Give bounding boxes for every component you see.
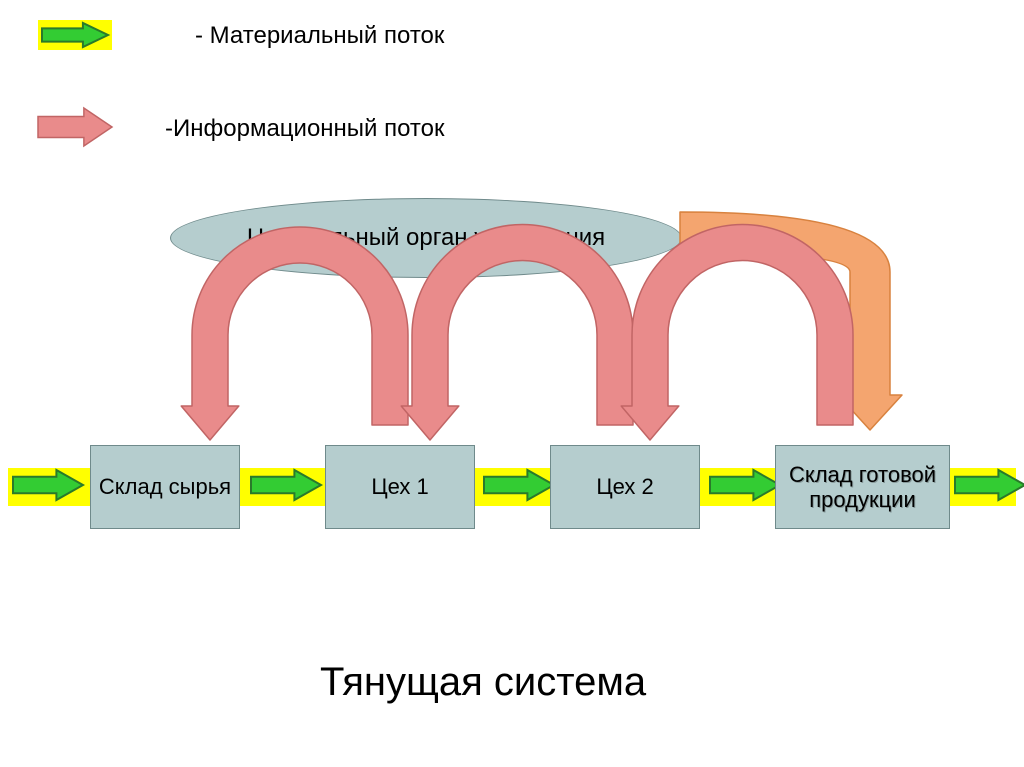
info-flow-curve-arrow-icon — [0, 0, 1024, 767]
legend-info-label: -Информационный поток — [165, 115, 445, 143]
diagram-title: Тянущая система — [320, 660, 646, 705]
legend-material-label: - Материальный поток — [195, 22, 444, 50]
legend-info-arrow-icon — [38, 108, 112, 146]
material-flow-arrow-icon — [42, 23, 108, 47]
